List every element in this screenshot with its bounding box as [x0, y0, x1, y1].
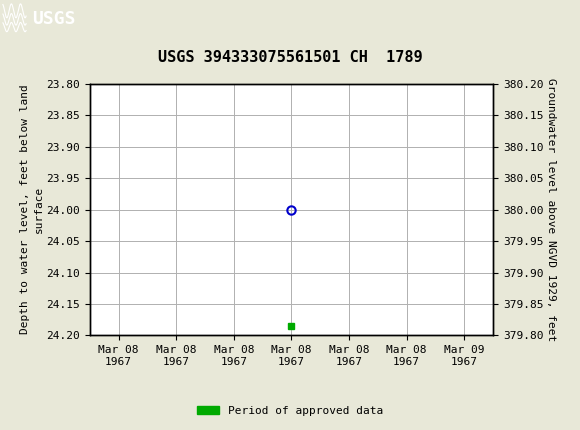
Legend: Period of approved data: Period of approved data [193, 401, 387, 420]
Y-axis label: Groundwater level above NGVD 1929, feet: Groundwater level above NGVD 1929, feet [546, 78, 556, 341]
Text: USGS: USGS [32, 10, 75, 28]
Y-axis label: Depth to water level, feet below land
surface: Depth to water level, feet below land su… [20, 85, 44, 335]
Text: USGS 394333075561501 CH  1789: USGS 394333075561501 CH 1789 [158, 49, 422, 64]
